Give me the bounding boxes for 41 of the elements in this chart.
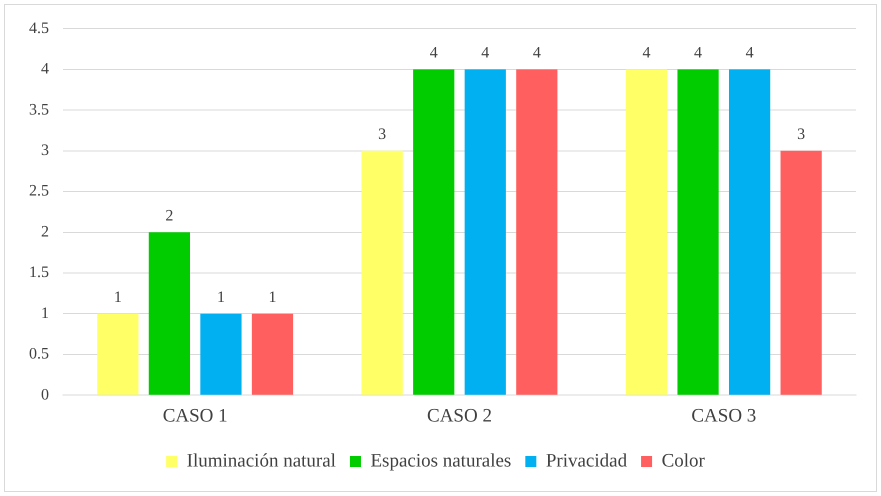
legend-label: Color [662,450,706,472]
bar [148,232,190,395]
data-label: 4 [430,44,438,62]
data-label: 1 [268,288,276,306]
bar [362,150,403,395]
y-tick-label: 1.5 [29,264,49,282]
x-tick-label: CASO 3 [691,406,756,427]
x-tick-label: CASO 2 [427,406,492,427]
data-label: 4 [642,44,651,62]
y-tick-label: 1 [41,304,49,322]
y-tick-label: 3 [41,142,49,160]
y-tick-label: 4 [41,60,49,78]
y-tick-label: 4.5 [29,20,49,37]
y-tick-label: 2.5 [29,182,49,200]
bar [464,69,506,395]
y-tick-label: 3.5 [29,101,49,118]
data-label: 4 [532,44,541,62]
bar [516,69,558,395]
data-label: 3 [797,126,806,144]
data-label: 2 [165,207,174,224]
data-label: 3 [378,126,386,144]
data-label: 1 [216,288,225,306]
bar [728,69,770,395]
bar [677,69,719,395]
bar [626,69,668,395]
bar [413,69,454,395]
bar [97,314,138,395]
x-tick-label: CASO 1 [162,406,228,427]
data-label: 4 [746,44,754,62]
data-label: 4 [481,44,490,62]
bar [200,314,242,395]
legend-label: Privacidad [546,450,628,472]
bar [252,314,294,395]
data-label: 1 [114,288,122,306]
y-tick-label: 0 [41,386,49,404]
legend-label: Espacios naturales [370,450,512,472]
y-tick-label: 2 [41,223,49,240]
data-label: 4 [694,44,702,62]
legend-label: Iluminación natural [186,450,336,472]
bar [780,150,822,395]
y-tick-label: 0.5 [29,346,49,363]
